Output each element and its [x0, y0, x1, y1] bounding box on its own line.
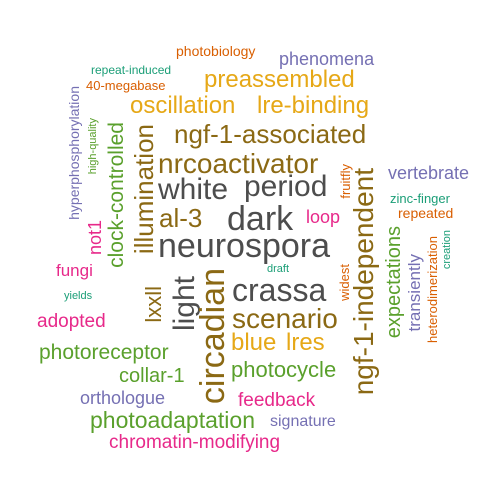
word-white: white	[158, 173, 229, 206]
word-repeated: repeated	[398, 205, 454, 221]
word-fungi: fungi	[56, 261, 93, 280]
word-collar-1: collar-1	[119, 365, 185, 387]
word-photocycle: photocycle	[231, 357, 337, 382]
word-oscillation: oscillation	[130, 92, 236, 119]
word-ngf-1-associated: ngf-1-associated	[174, 119, 367, 149]
word-zinc-finger: zinc-finger	[390, 191, 450, 206]
word-lxxll: lxxll	[141, 286, 166, 323]
word-illumination: illumination	[129, 124, 159, 255]
word-crassa: crassa	[232, 272, 327, 308]
word-feedback: feedback	[238, 390, 316, 411]
word-heterodimerization: heterodimerization	[425, 236, 440, 343]
word-lres: lres	[286, 329, 325, 356]
word-neurospora: neurospora	[158, 227, 331, 265]
word-transiently: transiently	[405, 254, 424, 332]
word-period: period	[244, 170, 328, 203]
word-vertebrate: vertebrate	[388, 163, 470, 183]
word-draft: draft	[267, 263, 290, 275]
word-orthologue: orthologue	[80, 388, 166, 408]
word-adopted: adopted	[37, 311, 106, 332]
word-preassembled: preassembled	[204, 66, 355, 93]
word-loop: loop	[306, 207, 341, 227]
word-circadian: circadian	[194, 268, 232, 405]
word-al-3: al-3	[159, 203, 203, 233]
word-scenario: scenario	[232, 303, 338, 334]
word-blue: blue	[231, 329, 277, 356]
word-high-quality: high-quality	[87, 118, 99, 175]
word-yields: yields	[64, 290, 93, 302]
word-hyperphosphorylation: hyperphosphorylation	[66, 86, 82, 220]
word-phenomena: phenomena	[279, 49, 375, 69]
word-chromatin-modifying: chromatin-modifying	[109, 432, 281, 453]
word-ngf-1-independent: ngf-1-independent	[348, 168, 379, 396]
word-repeat-induced: repeat-induced	[91, 63, 172, 77]
word-lre-binding: lre-binding	[257, 92, 370, 119]
word-clock-controlled: clock-controlled	[105, 122, 128, 268]
word-photoadaptation: photoadaptation	[90, 407, 255, 433]
word-creation: creation	[441, 230, 453, 270]
word-dark: dark	[227, 200, 294, 238]
word-not1: not1	[85, 220, 105, 256]
word-photobiology: photobiology	[176, 43, 256, 59]
word-photoreceptor: photoreceptor	[39, 341, 169, 364]
word-nrcoactivator: nrcoactivator	[158, 148, 319, 179]
word-signature: signature	[270, 413, 336, 430]
word-40-megabase: 40-megabase	[86, 78, 166, 93]
word-expectations: expectations	[383, 226, 405, 339]
